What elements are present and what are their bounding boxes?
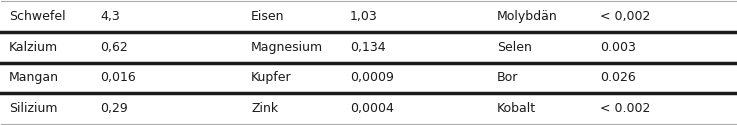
Text: Bor: Bor — [497, 71, 518, 84]
Text: 0,62: 0,62 — [100, 41, 128, 54]
Text: 0.026: 0.026 — [600, 71, 635, 84]
Text: Magnesium: Magnesium — [251, 41, 323, 54]
Text: Mangan: Mangan — [9, 71, 59, 84]
Text: 0,29: 0,29 — [100, 102, 128, 115]
Text: Eisen: Eisen — [251, 10, 284, 23]
Text: Selen: Selen — [497, 41, 532, 54]
Text: 0,0004: 0,0004 — [350, 102, 394, 115]
Text: 0,0009: 0,0009 — [350, 71, 394, 84]
Text: 4,3: 4,3 — [100, 10, 120, 23]
Text: Kupfer: Kupfer — [251, 71, 292, 84]
Text: 0,134: 0,134 — [350, 41, 385, 54]
Text: Molybdän: Molybdän — [497, 10, 558, 23]
Text: < 0,002: < 0,002 — [600, 10, 650, 23]
Text: 1,03: 1,03 — [350, 10, 378, 23]
Text: Silizium: Silizium — [9, 102, 57, 115]
Text: Kobalt: Kobalt — [497, 102, 536, 115]
Text: < 0.002: < 0.002 — [600, 102, 650, 115]
Text: Zink: Zink — [251, 102, 278, 115]
Text: 0.003: 0.003 — [600, 41, 635, 54]
Text: 0,016: 0,016 — [100, 71, 136, 84]
Text: Kalzium: Kalzium — [9, 41, 58, 54]
Text: Schwefel: Schwefel — [9, 10, 66, 23]
